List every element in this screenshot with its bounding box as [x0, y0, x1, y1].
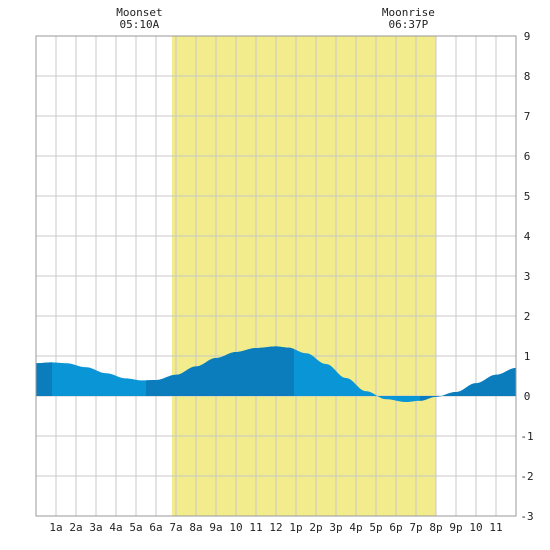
y-tick-label: 4: [524, 230, 531, 243]
x-tick-label: 11: [249, 521, 262, 534]
y-tick-label: 0: [524, 390, 531, 403]
y-tick-label: -2: [520, 470, 533, 483]
moon-event-title: Moonrise: [382, 6, 435, 19]
x-tick-label: 10: [229, 521, 242, 534]
x-tick-label: 2a: [69, 521, 82, 534]
tide-area-shade: [146, 346, 294, 396]
tide-area: [36, 346, 516, 402]
x-tick-label: 4a: [109, 521, 122, 534]
x-tick-label: 6a: [149, 521, 162, 534]
x-tick-label: 3a: [89, 521, 102, 534]
x-tick-label: 5p: [369, 521, 382, 534]
x-tick-label: 9p: [449, 521, 462, 534]
y-tick-label: 1: [524, 350, 531, 363]
y-axis: -3 -2 -1 0 1 2 3 4 5 6 7 8 9: [520, 30, 533, 523]
y-tick-label: 2: [524, 310, 531, 323]
plot-border: [35, 35, 517, 517]
tide-area-shade: [36, 362, 52, 396]
x-tick-label: 8p: [429, 521, 442, 534]
moon-event-time: 05:10A: [120, 18, 160, 31]
y-tick-label: 3: [524, 270, 531, 283]
y-tick-label: 6: [524, 150, 531, 163]
x-tick-label: 5a: [129, 521, 142, 534]
x-tick-label: 7a: [169, 521, 182, 534]
x-tick-label: 12: [269, 521, 282, 534]
moon-event-time: 06:37P: [389, 18, 429, 31]
grid: [35, 35, 517, 517]
x-tick-label: 2p: [309, 521, 322, 534]
y-tick-label: 5: [524, 190, 531, 203]
x-tick-label: 11: [489, 521, 502, 534]
y-tick-label: 9: [524, 30, 531, 43]
moon-event-title: Moonset: [116, 6, 162, 19]
y-tick-label: -3: [520, 510, 533, 523]
y-tick-label: 8: [524, 70, 531, 83]
x-tick-label: 8a: [189, 521, 202, 534]
x-tick-label: 3p: [329, 521, 342, 534]
x-tick-label: 9a: [209, 521, 222, 534]
x-axis: 1a 2a 3a 4a 5a 6a 7a 8a 9a 10 11 12 1p 2p 3p 4p 5p 6p 7p 8p…: [49, 521, 502, 534]
x-tick-label: 6p: [389, 521, 402, 534]
y-tick-label: 7: [524, 110, 531, 123]
y-tick-label: -1: [520, 430, 533, 443]
x-tick-label: 10: [469, 521, 482, 534]
x-tick-label: 7p: [409, 521, 422, 534]
tide-area-shade: [420, 368, 516, 401]
plot-frame: [35, 35, 517, 517]
x-tick-label: 1p: [289, 521, 302, 534]
x-tick-label: 4p: [349, 521, 362, 534]
x-tick-label: 1a: [49, 521, 62, 534]
